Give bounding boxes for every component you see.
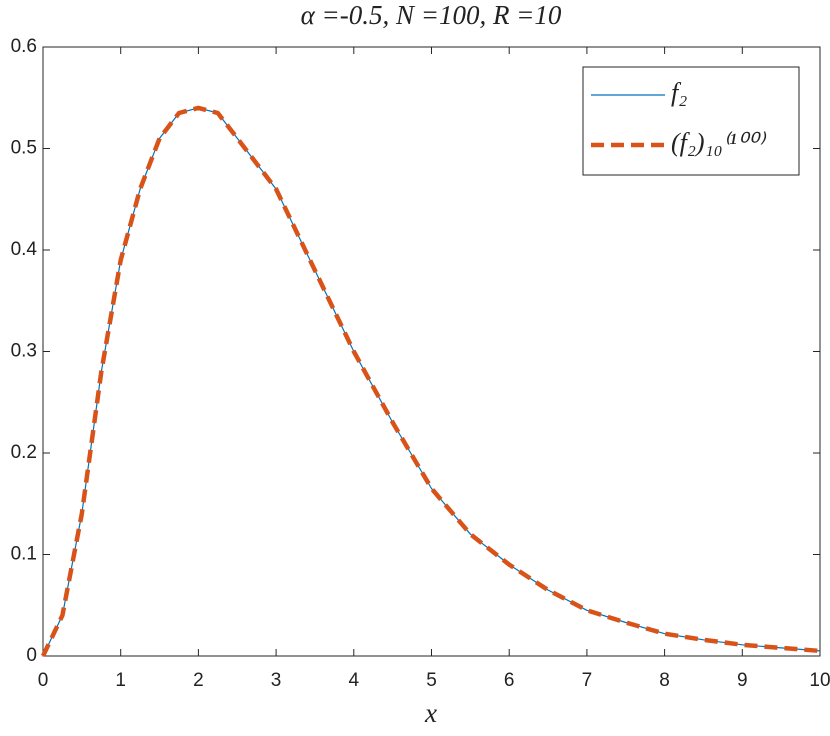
y-tick-label: 0.1 <box>11 544 37 565</box>
x-tick-label: 3 <box>271 670 282 691</box>
y-tick-label: 0 <box>26 645 37 666</box>
data-line <box>40 105 821 657</box>
x-tick-label: 8 <box>659 670 670 691</box>
x-tick-label: 10 <box>809 670 830 691</box>
x-tick-label: 5 <box>426 670 437 691</box>
x-tick-label: 6 <box>504 670 515 691</box>
x-tick-label: 2 <box>193 670 204 691</box>
y-tick-label: 0.2 <box>11 442 37 463</box>
legend-box <box>582 66 800 176</box>
x-tick-label: 7 <box>582 670 593 691</box>
legend-label: (f₂)₁₀⁽¹⁰⁰⁾ <box>671 128 767 157</box>
y-tick-label: 0.3 <box>11 341 37 362</box>
y-tick-label: 0.4 <box>11 239 38 260</box>
y-tick-label: 0.6 <box>11 36 37 57</box>
chart-title: α =-0.5, N =100, R =10 <box>301 0 562 30</box>
legend-label: f₂ <box>671 78 687 107</box>
x-tick-label: 9 <box>737 670 748 691</box>
x-axis-label: x <box>424 698 437 728</box>
y-tick-label: 0.5 <box>11 138 37 159</box>
x-tick-label: 0 <box>38 670 49 691</box>
x-tick-label: 4 <box>349 670 360 691</box>
x-tick-label: 1 <box>115 670 126 691</box>
